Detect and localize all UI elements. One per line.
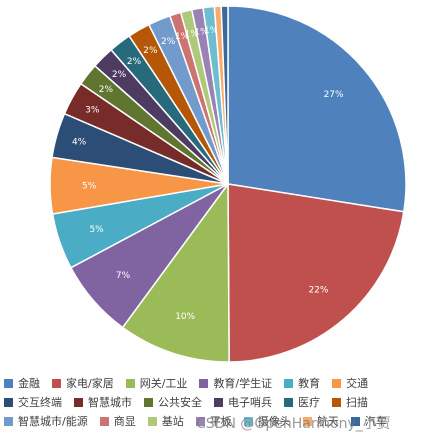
legend-swatch-0	[4, 379, 13, 388]
legend-swatch-6	[4, 398, 13, 407]
slice-label-11: 2%	[143, 46, 158, 56]
legend-swatch-4	[284, 379, 294, 388]
legend-swatch-1	[52, 379, 61, 388]
legend-label-1: 家电/家居	[66, 377, 114, 390]
legend-label-17: 航天	[316, 415, 339, 428]
legend-item-10: 医疗	[284, 396, 320, 409]
legend-item-9: 电子哨兵	[214, 396, 272, 409]
legend-item-18: 汽车	[350, 415, 387, 428]
legend-label-14: 基站	[161, 415, 184, 428]
legend-label-18: 汽车	[364, 415, 387, 428]
legend-item-16: 摄像头	[243, 415, 291, 428]
legend-label-0: 金融	[18, 377, 40, 390]
legend-row-2: 智慧城市/能源 商显 基站 平板 摄像头 航天 汽车	[4, 412, 440, 431]
slice-label-8: 2%	[99, 85, 114, 95]
slice-label-3: 7%	[116, 271, 131, 281]
pie-slice-0	[227, 5, 407, 213]
slice-label-15: 1%	[194, 27, 209, 37]
legend-swatch-8	[144, 398, 153, 407]
legend-swatch-7	[74, 398, 83, 407]
watermark: CSDN @OpenHarmony_小贾	[196, 416, 391, 432]
legend-swatch-14	[147, 417, 157, 426]
legend-label-2: 网关/工业	[139, 377, 188, 390]
legend-item-11: 扫描	[332, 396, 368, 409]
legend-item-3: 教育/学生证	[199, 377, 272, 390]
legend-row-0: 金融 家电/家居 网关/工业 教育/学生证 教育 交通	[4, 374, 440, 393]
legend-swatch-17	[302, 417, 312, 426]
legend-item-0: 金融	[4, 377, 40, 390]
slice-label-16: 1%	[204, 26, 219, 36]
slice-label-7: 3%	[85, 105, 100, 115]
legend-swatch-3	[199, 379, 209, 388]
legend-swatch-12	[4, 417, 13, 426]
legend-swatch-10	[284, 398, 293, 407]
legend-swatch-9	[214, 398, 223, 407]
pie-slice-18	[220, 5, 229, 185]
legend-label-16: 摄像头	[257, 415, 291, 428]
legend-item-2: 网关/工业	[125, 377, 188, 390]
legend-item-4: 教育	[284, 377, 320, 390]
legend-label-4: 教育	[298, 377, 321, 390]
legend-label-12: 智慧城市/能源	[18, 415, 88, 428]
slice-label-1: 22%	[308, 285, 328, 295]
legend-item-7: 智慧城市	[74, 396, 132, 409]
slice-label-0: 27%	[324, 90, 344, 100]
legend-label-13: 商显	[113, 415, 136, 428]
legend-item-17: 航天	[302, 415, 339, 428]
slice-label-6: 4%	[72, 138, 87, 148]
legend-label-10: 医疗	[298, 396, 320, 409]
legend-item-6: 交互终端	[4, 396, 62, 409]
legend-item-1: 家电/家居	[52, 377, 114, 390]
pie-slice-1	[227, 183, 405, 363]
slice-label-5: 5%	[82, 181, 97, 191]
legend-row-1: 交互终端 智慧城市 公共安全 电子哨兵 医疗 扫描	[4, 393, 440, 412]
legend-label-3: 教育/学生证	[213, 377, 273, 390]
legend-item-13: 商显	[99, 415, 136, 428]
legend-label-6: 交互终端	[18, 396, 62, 409]
legend-swatch-15	[195, 417, 205, 426]
legend-label-7: 智慧城市	[88, 396, 132, 409]
legend-item-14: 基站	[147, 415, 184, 428]
legend-item-15: 平板	[195, 415, 232, 428]
legend-swatch-18	[350, 417, 360, 426]
legend-label-15: 平板	[209, 415, 232, 428]
legend-swatch-13	[99, 417, 109, 426]
legend-item-12: 智慧城市/能源	[4, 415, 88, 428]
legend-swatch-5	[332, 379, 342, 388]
pie-chart: 27%22%10%7%5%5%4%3%2%2%2%2%2%1%1%1%1%	[49, 5, 407, 363]
slice-label-14: 1%	[185, 30, 200, 40]
legend-item-8: 公共安全	[144, 396, 202, 409]
slice-label-10: 2%	[127, 57, 142, 67]
legend-swatch-16	[243, 417, 253, 426]
slice-label-2: 10%	[175, 312, 195, 322]
legend-swatch-2	[125, 379, 135, 388]
slice-label-12: 2%	[161, 37, 176, 47]
legend-label-8: 公共安全	[158, 396, 202, 409]
pie-slice-2	[121, 181, 230, 363]
legend: 金融 家电/家居 网关/工业 教育/学生证 教育 交通交互终端 智慧城市 公共安全 电子哨兵 医疗…	[4, 374, 440, 431]
slice-label-9: 2%	[112, 70, 127, 80]
legend-label-9: 电子哨兵	[228, 396, 272, 409]
legend-label-5: 交通	[346, 377, 369, 390]
legend-label-11: 扫描	[346, 396, 368, 409]
legend-item-5: 交通	[332, 377, 368, 390]
legend-swatch-11	[332, 398, 341, 407]
slice-label-13: 1%	[175, 32, 190, 42]
slice-label-4: 5%	[89, 225, 104, 235]
